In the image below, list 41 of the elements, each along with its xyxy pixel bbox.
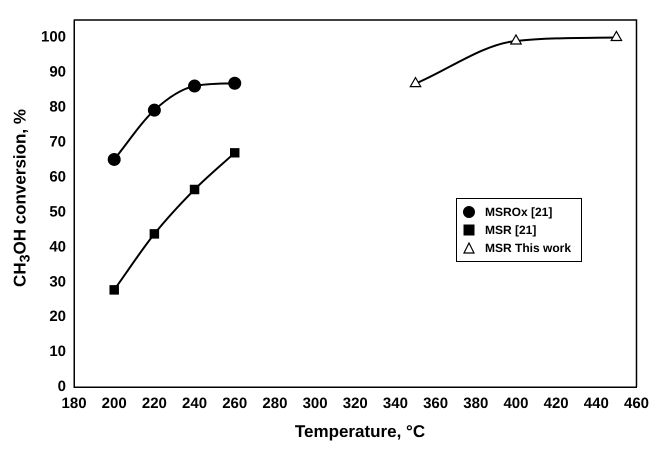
y-tick-label: 50 <box>49 203 66 220</box>
x-tick-label: 180 <box>62 395 87 412</box>
point <box>228 76 242 90</box>
x-tick-label: 440 <box>584 395 609 412</box>
x-tick-label: 280 <box>262 395 288 412</box>
y-tick-label: 80 <box>49 98 66 116</box>
y-tick-label: 0 <box>58 378 66 396</box>
legend-label: MSR [21] <box>484 222 536 239</box>
legend-label: MSROx [21] <box>484 204 552 221</box>
x-axis-title: Temperature, °C <box>294 422 426 442</box>
x-tick-label: 240 <box>182 395 208 412</box>
point <box>108 152 121 166</box>
point <box>190 184 200 194</box>
point <box>109 285 119 295</box>
x-tick-label: 400 <box>503 395 528 412</box>
x-tick-label: 380 <box>463 395 488 412</box>
x-tick-label: 300 <box>302 395 328 412</box>
x-tick-label: 320 <box>342 395 368 412</box>
x-tick-label: 200 <box>102 395 127 412</box>
legend-label: MSR This work <box>484 240 571 257</box>
x-tick-label: 340 <box>382 395 408 412</box>
x-tick-label: 260 <box>222 395 248 412</box>
y-tick-label: 20 <box>49 308 66 326</box>
x-tick-label: 460 <box>624 395 649 412</box>
x-tick-label: 420 <box>544 395 569 412</box>
point <box>230 148 240 158</box>
point <box>148 104 161 117</box>
x-tick-label: 220 <box>142 395 167 412</box>
point <box>188 80 202 93</box>
y-tick-label: 100 <box>40 28 66 46</box>
point <box>150 229 160 239</box>
y-tick-label: 60 <box>49 168 66 186</box>
y-tick-label: 90 <box>49 64 66 81</box>
y-tick-label: 70 <box>49 133 66 150</box>
y-tick-label: 40 <box>49 238 66 256</box>
x-tick-label: 360 <box>423 395 448 412</box>
y-tick-label: 30 <box>49 273 66 290</box>
point <box>510 34 522 45</box>
point <box>610 30 622 42</box>
y-tick-label: 10 <box>49 343 66 360</box>
point <box>410 77 422 88</box>
